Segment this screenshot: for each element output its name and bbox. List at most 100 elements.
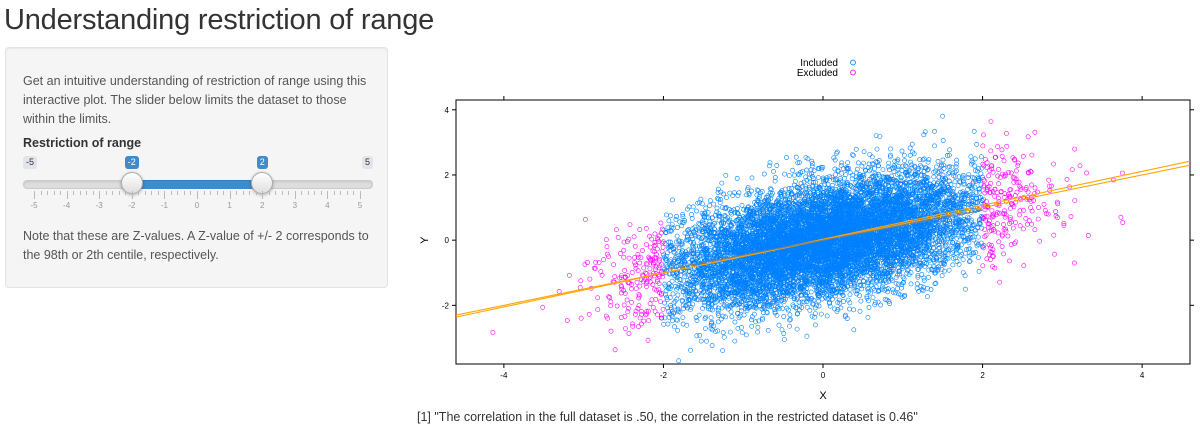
included-point (936, 168, 942, 174)
included-point (960, 257, 966, 263)
excluded-point (508, 381, 512, 385)
included-point (945, 255, 951, 261)
excluded-point (586, 311, 592, 317)
range-slider[interactable]: -5 5 -2 2 -5 -4 -3 -2 -1 0 1 2 3 4 5 (23, 156, 373, 216)
included-point (715, 190, 721, 195)
included-point (827, 303, 833, 309)
included-point (942, 252, 948, 258)
included-point (812, 305, 818, 311)
included-point (791, 296, 797, 302)
included-point (670, 197, 675, 203)
included-point (698, 246, 703, 252)
included-point (811, 168, 817, 174)
scatter-points (490, 113, 1126, 385)
included-point (880, 167, 886, 172)
included-point (721, 334, 727, 340)
excluded-point (1004, 143, 1010, 149)
included-point (812, 322, 818, 328)
included-point (911, 151, 917, 157)
slider-grid-tick (229, 191, 231, 199)
included-point (865, 314, 871, 320)
excluded-point (983, 232, 989, 238)
included-point (940, 138, 946, 143)
slider-grid-label: 4 (325, 201, 330, 210)
included-point (680, 214, 686, 219)
included-point (942, 268, 947, 274)
slider-grid-tick (164, 191, 166, 199)
included-point (675, 292, 681, 298)
excluded-point (1072, 198, 1078, 203)
included-point (697, 235, 703, 240)
included-point (727, 329, 733, 335)
included-point (808, 289, 814, 295)
excluded-point (621, 302, 627, 308)
included-point (732, 319, 738, 325)
included-point (962, 273, 968, 279)
included-point (954, 168, 959, 174)
included-point (673, 216, 679, 222)
excluded-point (982, 214, 988, 220)
excluded-point (656, 287, 662, 292)
excluded-point (1035, 216, 1041, 222)
included-point (698, 338, 704, 344)
included-point (907, 145, 913, 151)
included-point (715, 319, 721, 325)
included-point (735, 325, 741, 331)
slider-grid-tick (210, 191, 212, 195)
included-point (887, 154, 893, 160)
included-point (663, 292, 669, 298)
excluded-point (622, 326, 628, 331)
excluded-point (995, 144, 1001, 149)
included-point (866, 305, 872, 310)
excluded-point (989, 214, 995, 220)
included-point (782, 171, 787, 177)
included-point (686, 229, 692, 235)
excluded-point (1007, 258, 1012, 264)
slider-grid-label: 3 (292, 201, 298, 210)
excluded-point (633, 286, 639, 291)
included-point (679, 258, 685, 264)
included-point (950, 170, 956, 176)
excluded-point (629, 286, 634, 292)
slider-grid-tick (255, 191, 257, 195)
included-point (891, 163, 897, 169)
included-point (824, 313, 830, 319)
slider-grid-tick (281, 191, 283, 195)
slider-grid-label: -1 (160, 201, 168, 210)
included-point (861, 282, 866, 288)
slider-grid-tick (40, 191, 42, 195)
excluded-point (556, 288, 562, 294)
slider-grid-label: -3 (95, 201, 103, 210)
excluded-point (995, 173, 1001, 179)
included-point (958, 189, 963, 195)
included-point (829, 182, 835, 188)
excluded-point (990, 264, 995, 269)
slider-label: Restriction of range (23, 136, 142, 150)
excluded-point (1008, 242, 1014, 248)
included-point (690, 204, 696, 210)
excluded-point (578, 315, 584, 321)
excluded-point (658, 315, 664, 321)
slider-grid-tick (333, 191, 335, 195)
included-point (707, 203, 713, 209)
included-point (888, 146, 893, 152)
slider-grid-tick (105, 191, 107, 195)
included-point (680, 315, 686, 320)
included-point (667, 213, 673, 219)
included-point (801, 299, 807, 305)
excluded-point (656, 256, 662, 262)
included-point (693, 315, 699, 320)
slider-grid-tick (314, 191, 316, 195)
slider-grid-tick (288, 191, 290, 195)
slider-grid-label: -2 (128, 201, 136, 210)
included-point (781, 331, 787, 336)
included-point (909, 175, 915, 181)
excluded-point (660, 274, 665, 280)
included-point (723, 314, 728, 320)
slider-grid-tick (170, 191, 172, 195)
included-point (908, 159, 913, 165)
included-point (694, 297, 700, 302)
included-point (849, 184, 855, 190)
slider-grid-tick (112, 191, 114, 195)
included-point (816, 303, 822, 309)
